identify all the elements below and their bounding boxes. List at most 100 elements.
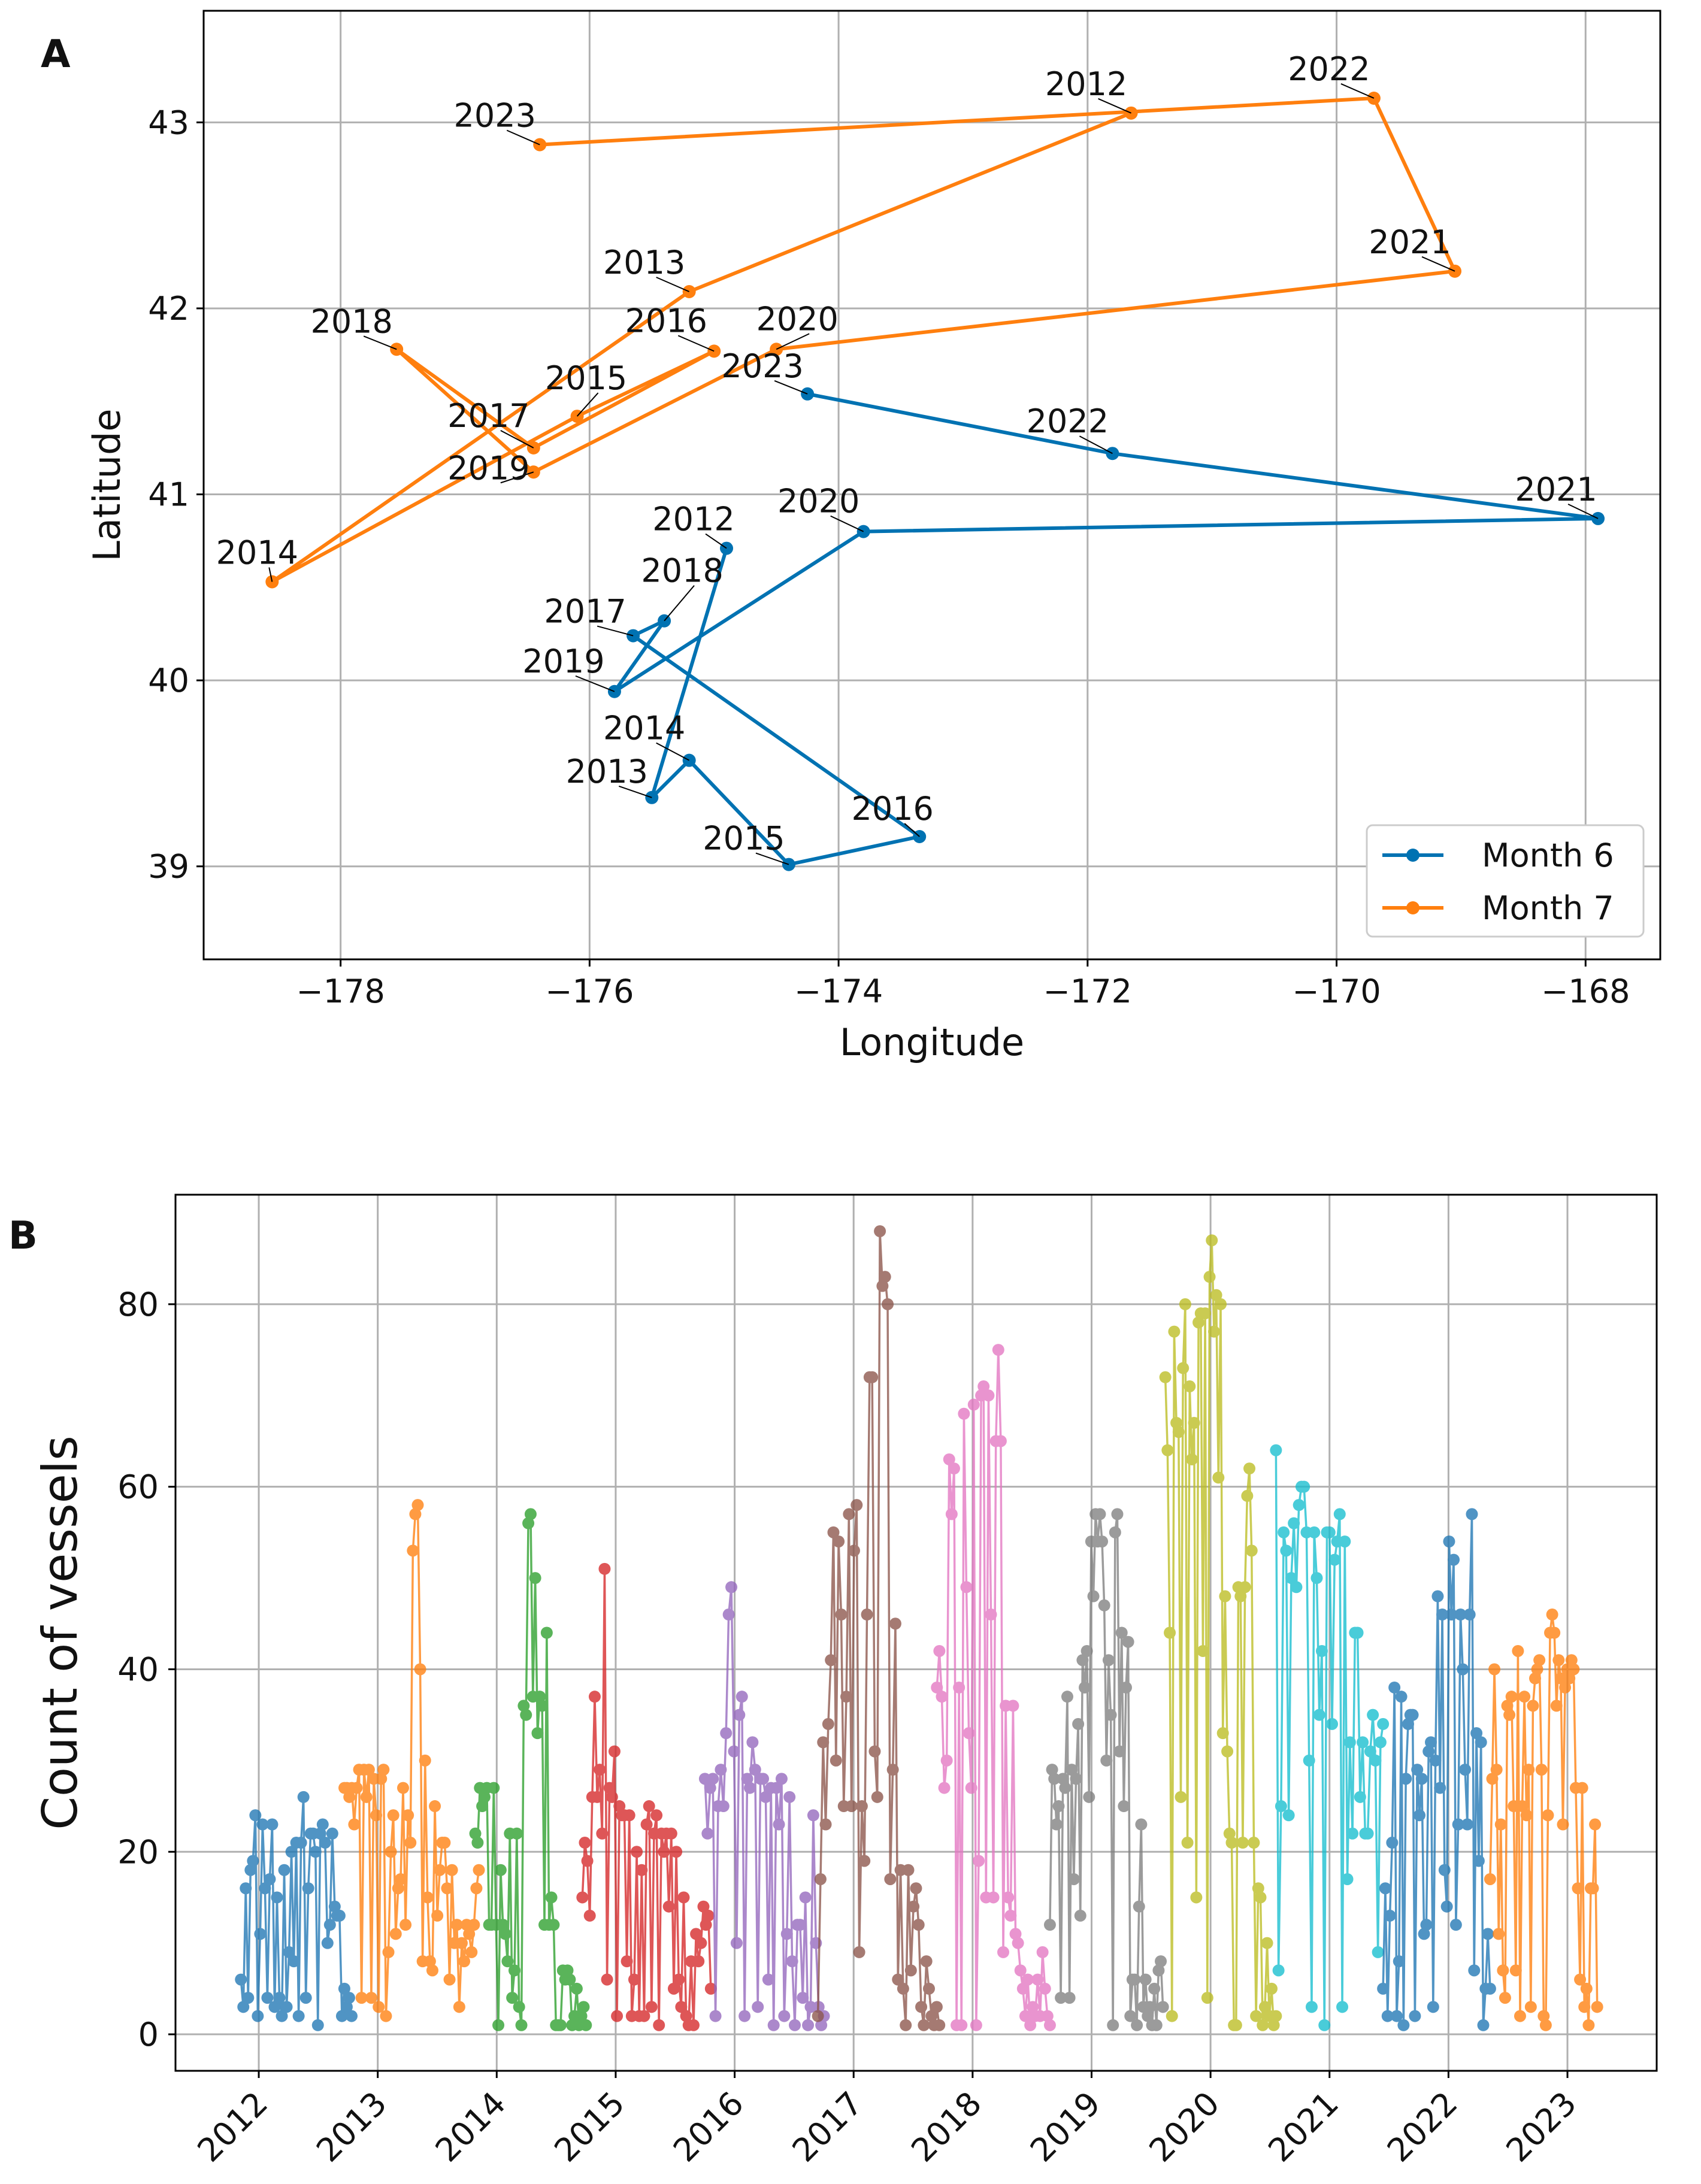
data-point (385, 1846, 397, 1858)
data-point (1265, 1982, 1278, 1995)
data-point (399, 1919, 412, 1931)
data-point (471, 1837, 484, 1849)
data-point (982, 1389, 995, 1402)
data-point (967, 1398, 980, 1411)
data-point (540, 1626, 553, 1639)
data-point (1254, 1891, 1267, 1904)
data-point (1395, 1691, 1408, 1703)
data-point (1367, 1709, 1379, 1721)
data-point (1002, 1891, 1015, 1904)
data-point (1128, 1973, 1141, 1986)
data-point (414, 1663, 426, 1676)
data-point (392, 1882, 404, 1895)
data-point (536, 1700, 549, 1712)
data-point (628, 1973, 640, 1986)
data-point (576, 1891, 589, 1904)
data-point (830, 1754, 842, 1767)
point-label: 2019 (447, 449, 529, 487)
label-leader-line (904, 823, 920, 837)
y-tick-label: 20 (117, 1833, 159, 1871)
data-point (933, 1644, 946, 1657)
data-point (960, 1581, 973, 1594)
data-point (295, 1837, 307, 1849)
series-2023 (1484, 1609, 1603, 2031)
data-point (912, 1919, 925, 1931)
data-point (701, 1827, 714, 1840)
data-point (868, 1745, 881, 1758)
data-point (1215, 1298, 1227, 1310)
data-point (1142, 2010, 1154, 2022)
data-point (992, 1344, 1004, 1356)
data-point (1578, 2001, 1591, 2013)
data-point (242, 1992, 255, 2004)
data-point (1206, 1234, 1218, 1247)
data-point (680, 2010, 692, 2022)
data-point (775, 1773, 788, 1785)
data-point (640, 1818, 653, 1831)
data-point (1041, 2010, 1054, 2022)
data-point (704, 1782, 716, 1794)
data-point (1484, 1982, 1496, 1995)
data-point (1452, 1818, 1464, 1831)
data-point (1390, 2010, 1403, 2022)
data-point (360, 1791, 373, 1803)
data-point (297, 1791, 310, 1803)
data-point (1336, 2001, 1349, 2013)
y-tick-label: 40 (117, 1650, 159, 1688)
x-tick-label: 2022 (1380, 2085, 1465, 2170)
data-point (588, 1691, 601, 1703)
label-leader-line (774, 380, 808, 395)
data-point (722, 1609, 735, 1621)
data-point (1179, 1298, 1191, 1310)
data-point (455, 1937, 468, 1949)
data-point (1118, 1800, 1130, 1813)
data-point (1046, 1764, 1058, 1776)
legend-label-month-7: Month 7 (1482, 889, 1614, 927)
data-point (520, 1709, 532, 1721)
data-point (692, 1955, 705, 1968)
data-point (948, 1462, 960, 1475)
data-point (940, 1754, 953, 1767)
data-point (953, 1681, 965, 1694)
data-point (799, 1891, 812, 1904)
data-point (1007, 1700, 1019, 1712)
data-point (643, 1800, 655, 1813)
data-point (1501, 1700, 1514, 1712)
data-point (1107, 2019, 1119, 2031)
point-label: 2015 (703, 820, 785, 858)
data-point (1505, 1691, 1518, 1703)
data-point (524, 1508, 537, 1520)
data-point (720, 1727, 733, 1740)
data-point (1580, 1982, 1593, 1995)
series-line-month-6 (612, 392, 1600, 867)
data-point (700, 1919, 712, 1931)
data-point (438, 1837, 451, 1849)
data-point (1288, 1517, 1300, 1529)
data-point (1067, 1873, 1080, 1885)
data-point (780, 1928, 793, 1940)
point-label: 2023 (454, 97, 536, 135)
data-point (1285, 1572, 1297, 1585)
data-point (1402, 1717, 1414, 1730)
label-leader-line (677, 335, 715, 352)
data-point (1157, 2001, 1169, 2013)
data-point (278, 1864, 290, 1876)
data-point (1411, 1764, 1424, 1776)
x-tick-label: 2019 (1023, 2085, 1108, 2170)
data-point (1384, 1909, 1396, 1922)
data-point (1148, 1982, 1161, 1995)
data-point (1477, 2019, 1490, 2031)
data-point (1270, 1444, 1282, 1456)
data-point (1012, 1937, 1024, 1949)
data-point (1381, 2010, 1394, 2022)
data-point (316, 1818, 329, 1831)
data-point (762, 1973, 774, 1986)
data-point (631, 1846, 643, 1858)
data-point (1031, 1973, 1044, 1986)
data-point (1351, 1626, 1364, 1639)
data-point (1422, 1745, 1435, 1758)
data-point (240, 1882, 252, 1895)
data-point (1052, 1800, 1065, 1813)
data-point (1087, 1590, 1100, 1603)
